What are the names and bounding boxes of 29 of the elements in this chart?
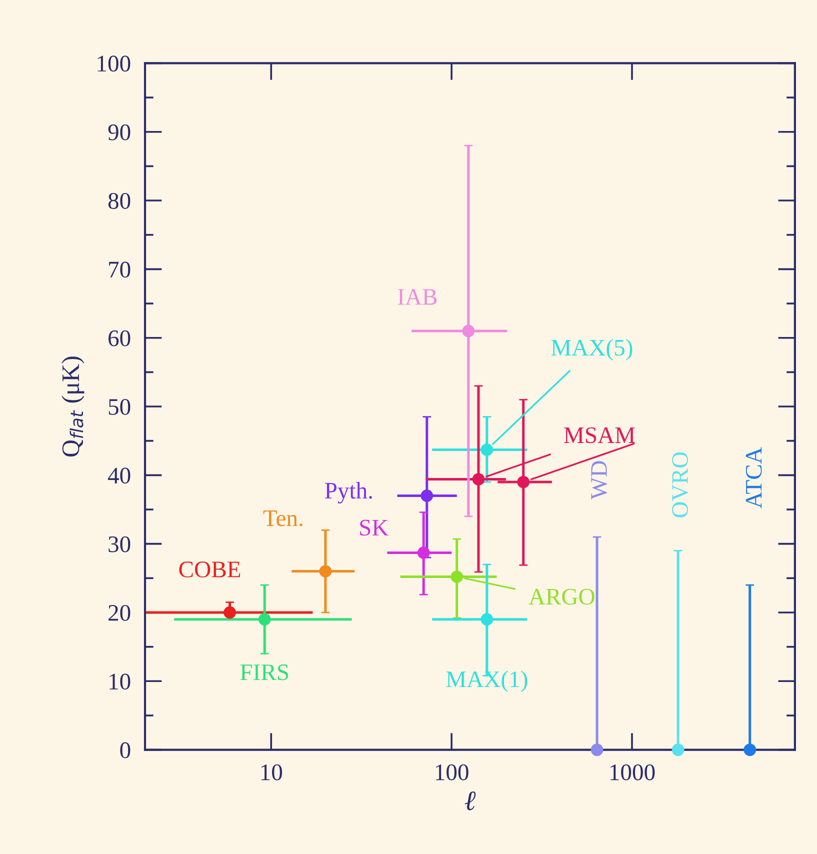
legend-label: ARGO [528, 588, 594, 605]
y-tick-label: 80 [108, 193, 130, 209]
text: WD [591, 461, 608, 500]
y-axis-title: Q$_{flat}$ (μK) [62, 356, 84, 456]
x-tick-label: 1000 [610, 764, 655, 780]
y-tick-label: 0 [120, 742, 130, 758]
y-tick-label: 100 [98, 56, 130, 72]
x-tick-label: 10 [261, 764, 282, 780]
series-label: Ten. [263, 510, 302, 526]
y-tick-label: 90 [108, 124, 130, 140]
y-tick-label: 20 [108, 604, 130, 621]
text: Pyth. [324, 482, 372, 504]
series-label: SK [360, 520, 388, 536]
text: OVRO [672, 452, 688, 518]
series-label: IAB [398, 289, 437, 305]
y-tick-label: 30 [108, 536, 130, 552]
x-tick-label: 100 [436, 764, 468, 780]
text: MAX(5) [551, 339, 632, 360]
text: ATCA [746, 447, 762, 508]
text: MAX(1) [446, 670, 528, 692]
y-tick-label: 50 [108, 398, 130, 415]
series-label: COBE [179, 562, 240, 578]
y-tick-label: 60 [108, 330, 130, 346]
y-tick-label: 10 [110, 674, 130, 690]
x-axis-title: ℓ [464, 791, 476, 810]
y-tick-label: 70 [109, 262, 130, 278]
text: MSAM [564, 427, 635, 444]
series-label: FIRS [240, 664, 288, 680]
y-tick-label: 40 [108, 468, 130, 484]
